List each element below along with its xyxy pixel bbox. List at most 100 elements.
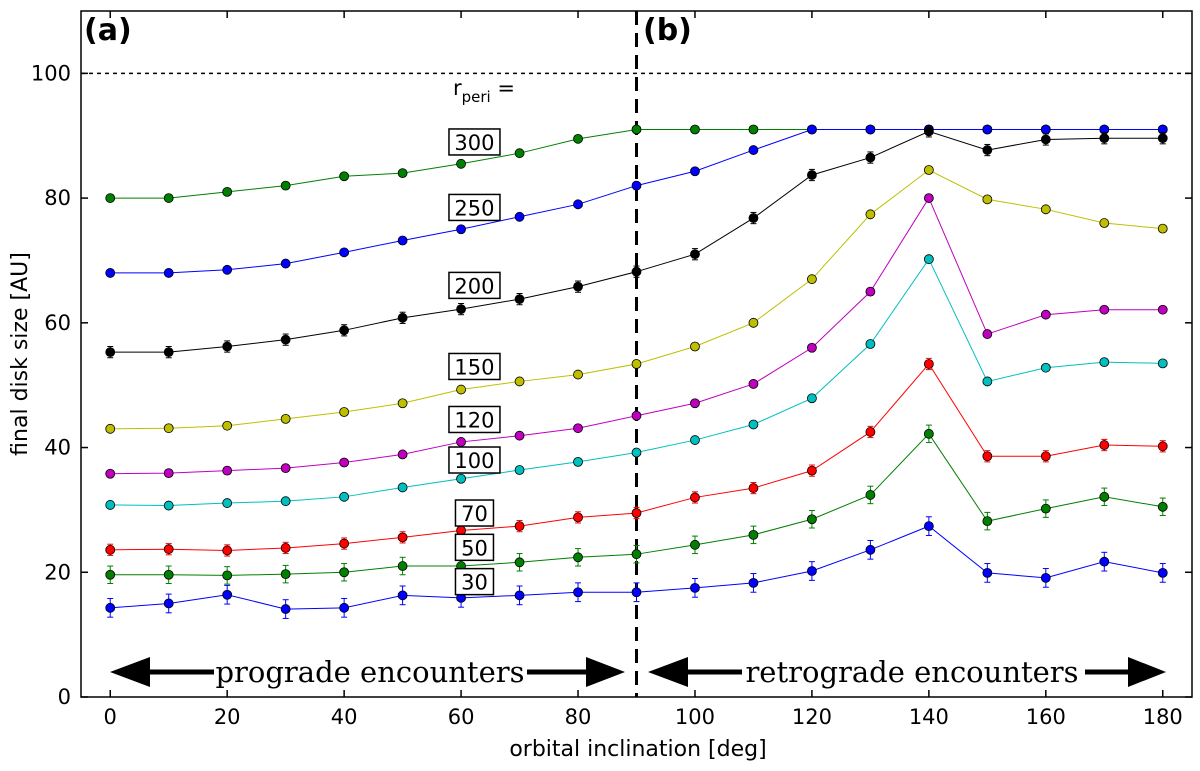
series-30 — [105, 516, 1168, 619]
data-point — [397, 561, 408, 571]
data-point — [865, 544, 876, 555]
data-point — [923, 126, 934, 137]
data-point — [1040, 204, 1051, 215]
data-point — [105, 347, 116, 358]
series-label-text: 200 — [454, 274, 494, 298]
data-point — [456, 158, 466, 169]
data-point — [982, 376, 993, 387]
data-point — [339, 491, 350, 502]
data-point — [748, 124, 759, 135]
panel-label-b: (b) — [643, 13, 692, 48]
data-point — [748, 419, 759, 430]
data-point — [982, 124, 993, 135]
data-point — [1040, 124, 1051, 135]
data-point — [982, 516, 993, 527]
data-point — [982, 329, 993, 339]
data-point — [456, 437, 466, 447]
data-point — [163, 598, 174, 609]
data-point — [222, 570, 233, 581]
left-arrow-icon — [648, 657, 688, 687]
data-point — [280, 258, 291, 269]
data-point — [163, 544, 174, 555]
data-point — [690, 249, 700, 260]
data-point — [339, 407, 350, 417]
data-point — [748, 145, 759, 155]
x-tick-label: 0 — [104, 705, 117, 729]
data-point — [807, 566, 817, 576]
y-tick-label: 80 — [44, 186, 71, 210]
data-point — [1099, 218, 1110, 228]
series-label-text: 300 — [454, 131, 494, 155]
data-point — [690, 341, 700, 352]
data-point — [923, 165, 934, 175]
data-point — [1157, 501, 1168, 512]
y-axis-title: final disk size [AU] — [8, 252, 33, 456]
retrograde-label: retrograde encounters — [745, 655, 1078, 689]
series-label-text: 120 — [454, 408, 494, 432]
series-label-box — [454, 567, 495, 596]
data-point — [573, 133, 583, 144]
data-point — [631, 508, 642, 518]
data-point — [1040, 134, 1051, 145]
series-label-box — [448, 271, 501, 300]
data-point — [1099, 357, 1110, 368]
data-point — [865, 286, 876, 297]
data-point — [1040, 362, 1051, 373]
data-point — [339, 247, 350, 258]
data-point — [1157, 441, 1168, 452]
data-point — [982, 145, 993, 155]
data-point — [923, 254, 934, 265]
data-point — [631, 549, 642, 560]
data-point — [514, 590, 525, 601]
panel-label-a: (a) — [84, 13, 132, 48]
data-point — [514, 557, 525, 568]
rperi-main: r — [453, 76, 462, 100]
data-point — [397, 482, 408, 493]
data-point — [397, 590, 408, 601]
series-layer — [105, 124, 1168, 619]
x-tick-label: 160 — [1026, 705, 1066, 729]
data-point — [339, 538, 350, 549]
series-label-box — [448, 193, 501, 222]
series-label-120: 120 — [448, 405, 501, 434]
x-tick-label: 140 — [909, 705, 949, 729]
data-point — [222, 545, 233, 556]
data-point — [280, 180, 291, 191]
series-label-300: 300 — [448, 128, 501, 156]
data-point — [222, 465, 233, 476]
data-point — [1099, 440, 1110, 450]
series-label-box — [448, 405, 501, 434]
y-tick-label: 100 — [31, 61, 71, 85]
data-point — [105, 500, 116, 510]
data-point — [222, 420, 233, 431]
y-tick-label: 20 — [44, 560, 71, 584]
data-point — [865, 490, 876, 500]
series-labels: 300 250 200 150 120 100 70 50 30 — [448, 128, 501, 596]
series-label-50: 50 — [454, 533, 495, 562]
data-point — [1157, 567, 1168, 578]
data-point — [105, 602, 116, 613]
series-label-150: 150 — [448, 352, 501, 381]
data-point — [807, 465, 817, 476]
series-label-30: 30 — [454, 567, 495, 596]
data-point — [397, 312, 408, 323]
data-point — [222, 341, 233, 352]
series-label-200: 200 — [448, 271, 501, 300]
data-point — [1099, 304, 1110, 315]
data-point — [339, 171, 350, 182]
series-120 — [105, 193, 1168, 479]
data-point — [1040, 309, 1051, 320]
series-label-text: 70 — [461, 502, 488, 526]
right-arrow-icon — [1128, 657, 1166, 687]
y-tick-label: 60 — [44, 311, 71, 335]
data-point — [573, 423, 583, 434]
data-point — [514, 521, 525, 532]
data-point — [163, 468, 174, 479]
data-point — [1040, 503, 1051, 514]
rperi-subscript: peri — [462, 88, 491, 106]
data-point — [514, 294, 525, 305]
data-point — [807, 124, 817, 135]
x-tick-label: 80 — [565, 705, 592, 729]
data-point — [339, 325, 350, 336]
